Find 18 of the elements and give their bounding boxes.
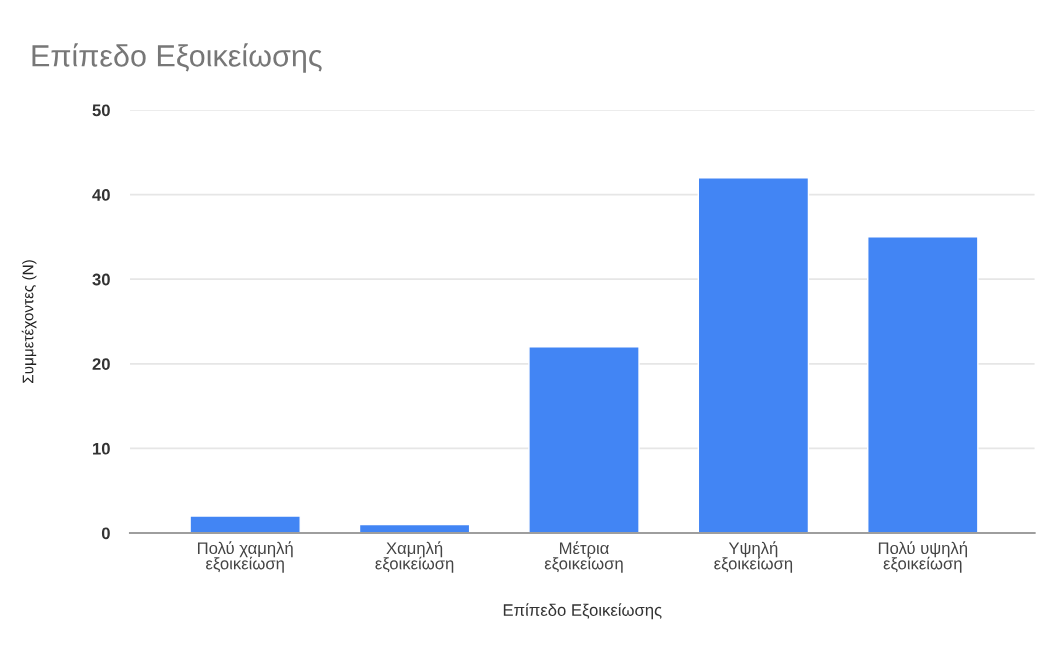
x-tick-label: Υψηλή εξοικείωση: [714, 541, 793, 573]
x-tick-label: Χαμηλή εξοικείωση: [375, 541, 454, 573]
y-tick-label: 10: [93, 442, 110, 455]
y-tick-label: 50: [92, 104, 110, 117]
x-tick-label: Πολύ χαμηλή εξοικείωση: [197, 541, 293, 573]
bar: [867, 236, 979, 533]
y-axis-title: Συμμετέχοντες (N): [21, 260, 37, 383]
x-axis-title: Επίπεδο Εξοικείωσης: [503, 603, 662, 620]
y-tick-label: 30: [92, 273, 110, 286]
x-tick-label: Πολύ υψηλή εξοικείωση: [878, 541, 967, 573]
y-tick-label: 0: [101, 527, 110, 540]
x-tick-label: Μέτρια εξοικείωση: [544, 541, 623, 573]
chart-title: Επίπεδο Εξοικείωσης: [32, 43, 322, 73]
bar: [528, 346, 640, 533]
bar: [189, 515, 301, 533]
bar: [697, 176, 810, 533]
y-tick-label: 20: [92, 358, 110, 371]
y-tick-label: 40: [92, 189, 110, 201]
